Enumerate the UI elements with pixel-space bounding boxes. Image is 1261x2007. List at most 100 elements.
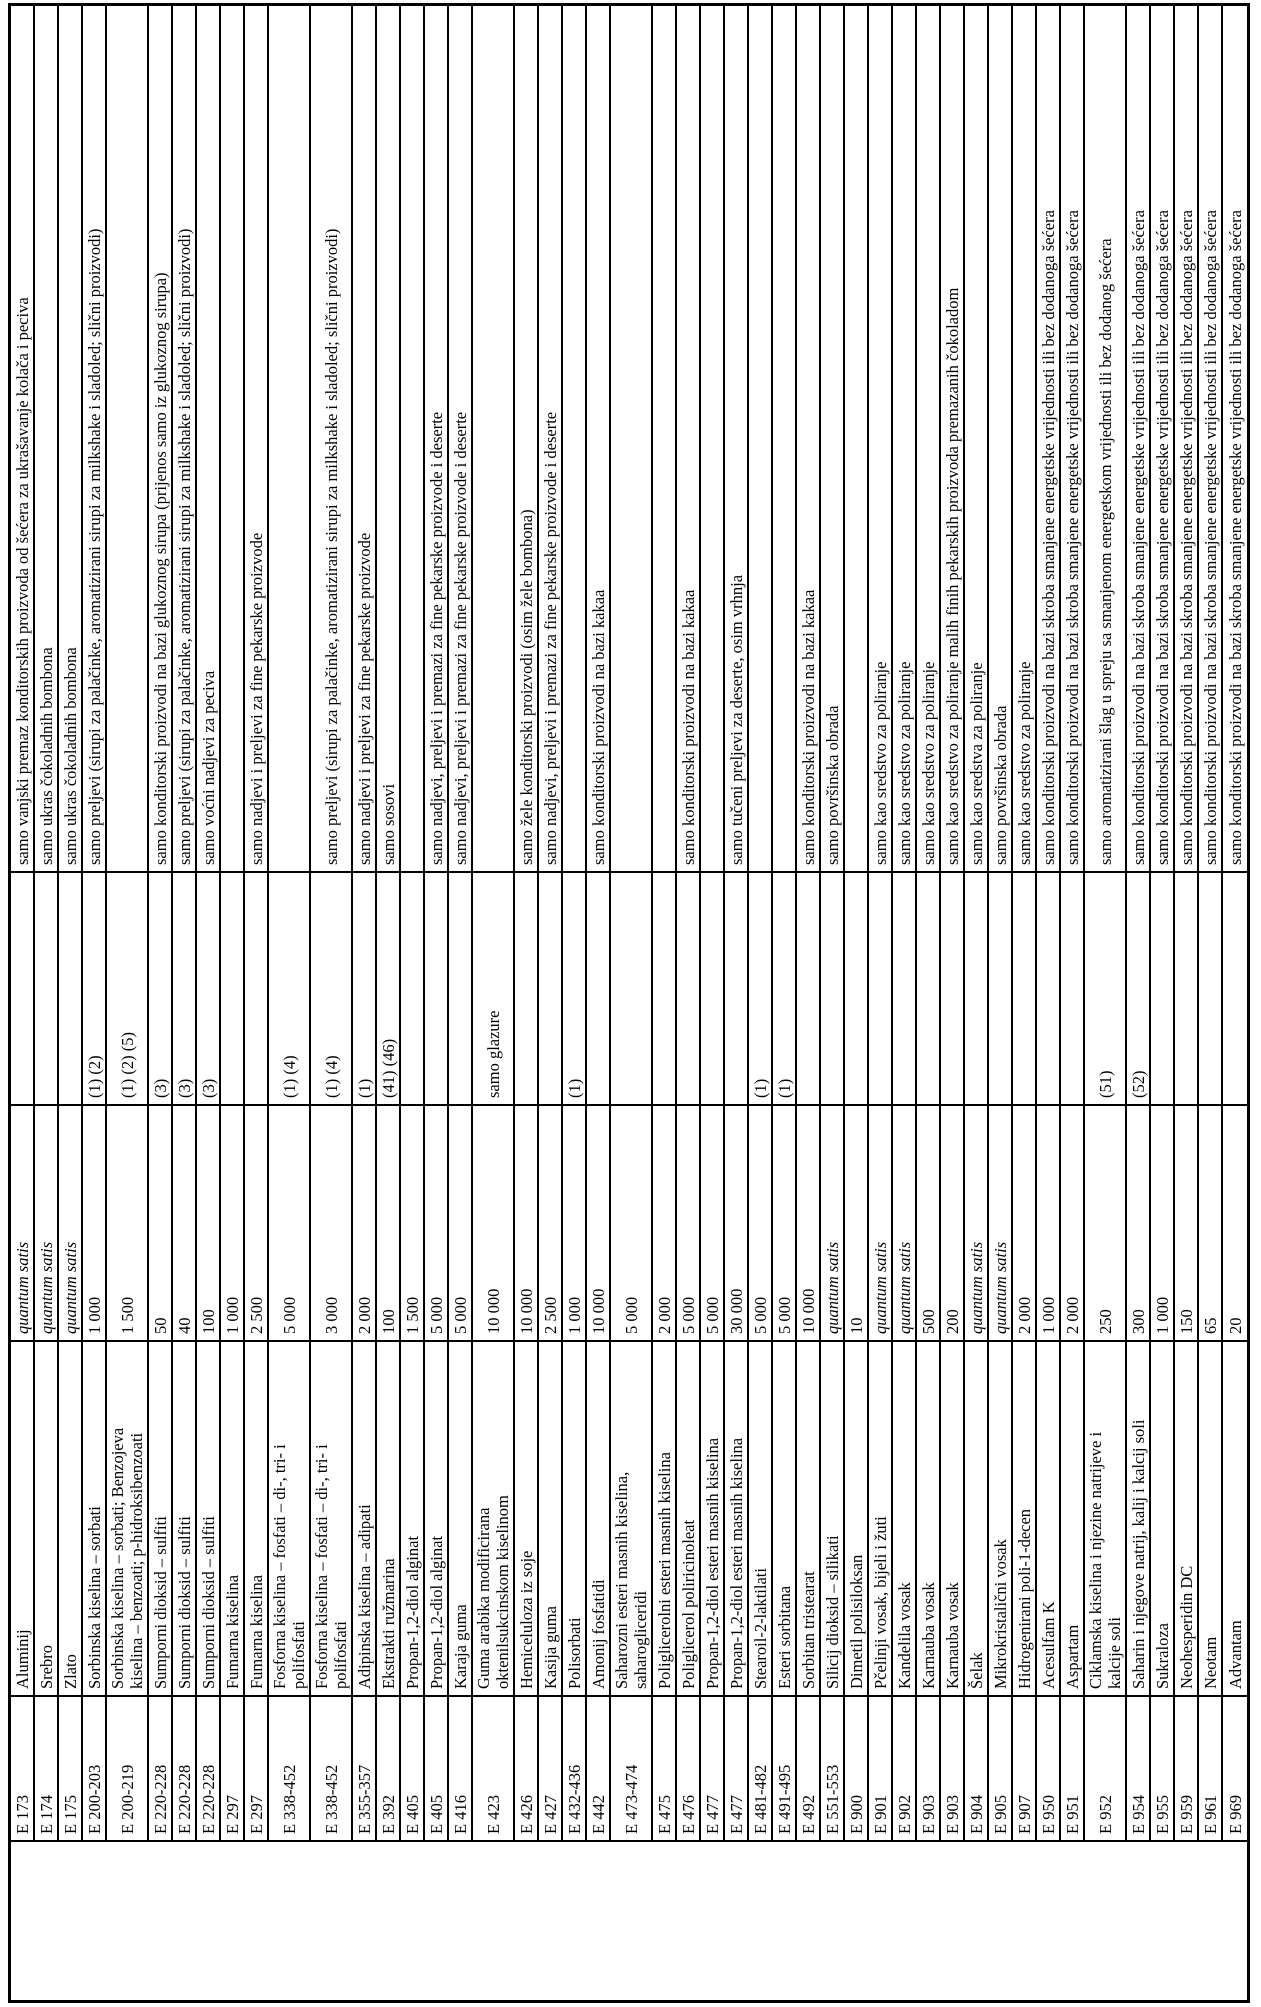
footnote-cell (989, 871, 1013, 1104)
e-number-cell: E 174 (35, 1695, 59, 1840)
max-level-cell: 10 000 (797, 1104, 821, 1340)
restriction-cell (221, 6, 245, 871)
name-cell: Aluminij (11, 1340, 35, 1695)
e-number-cell: E 392 (377, 1695, 401, 1840)
max-level-cell: 100 (197, 1104, 221, 1340)
e-number-cell: E 426 (515, 1695, 539, 1840)
restriction-cell (269, 6, 311, 871)
e-number-cell: E 952 (1085, 1695, 1127, 1840)
max-level-cell: quantum satis (989, 1104, 1013, 1340)
name-cell: Fosforna kiselina – fosfati – di-, tri- … (311, 1340, 353, 1695)
max-level-cell: 250 (1085, 1104, 1127, 1340)
name-cell: Silicij dioksid – silikati (821, 1340, 845, 1695)
footnote-cell: (41) (46) (377, 871, 401, 1104)
e-number-cell: E 432-436 (563, 1695, 587, 1840)
footnote-cell: (1) (563, 871, 587, 1104)
name-cell: Acesulfam K (1037, 1340, 1061, 1695)
restriction-cell: samo aromatizirani šlag u spreju sa sman… (1085, 6, 1127, 871)
restriction-cell (473, 6, 515, 871)
max-level-cell: 10 (845, 1104, 869, 1340)
e-number-cell: E 297 (245, 1695, 269, 1840)
restriction-cell: samo konditorski proizvodi na bazi skrob… (1061, 6, 1085, 871)
restriction-cell: samo konditorski proizvodi na bazi kakaa (677, 6, 701, 871)
max-level-cell: 300 (1127, 1104, 1151, 1340)
e-number-cell: E 427 (539, 1695, 563, 1840)
e-number-cell: E 950 (1037, 1695, 1061, 1840)
footnote-cell (677, 871, 701, 1104)
footnote-cell: (3) (197, 871, 221, 1104)
footnote-cell (725, 871, 749, 1104)
max-level-cell: 10 000 (515, 1104, 539, 1340)
restriction-cell: samo žele konditorski proizvodi (osim že… (515, 6, 539, 871)
restriction-cell: samo kao sredstvo za poliranje malih fin… (941, 6, 965, 871)
name-cell: Sumporni dioksid – sulfiti (173, 1340, 197, 1695)
restriction-cell: samo preljevi (sirupi za palačinke, arom… (173, 6, 197, 871)
max-level-cell: 50 (149, 1104, 173, 1340)
e-number-cell: E 297 (221, 1695, 245, 1840)
footnote-cell (1037, 871, 1061, 1104)
e-number-cell: E 961 (1199, 1695, 1223, 1840)
footnote-cell: (1) (4) (311, 871, 353, 1104)
restriction-cell: samo površinska obrada (821, 6, 845, 871)
max-level-cell: 30 000 (725, 1104, 749, 1340)
footnote-cell: samo glazure (473, 871, 515, 1104)
e-number-cell: E 959 (1175, 1695, 1199, 1840)
restriction-cell: samo nadjevi i preljevi za fine pekarske… (353, 6, 377, 871)
name-cell: Neohesperidin DC (1175, 1340, 1199, 1695)
name-cell: Sumporni dioksid – sulfiti (149, 1340, 173, 1695)
name-cell: Saharin i njegove natrij, kalij i kalcij… (1127, 1340, 1151, 1695)
e-number-cell: E 903 (917, 1695, 941, 1840)
footnote-cell (539, 871, 563, 1104)
restriction-cell: samo konditorski proizvodi na bazi skrob… (1037, 6, 1061, 871)
name-cell: Saharozni esteri masnih kiselina, saharo… (611, 1340, 653, 1695)
name-cell: Propan-1,2-diol esteri masnih kiselina (725, 1340, 749, 1695)
restriction-cell: samo kao sredstvo za poliranje (917, 6, 941, 871)
max-level-cell: 10 000 (587, 1104, 611, 1340)
name-cell: Sorbinska kiselina – sorbati; Benzojeva … (107, 1340, 149, 1695)
name-cell: Pčelinji vosak, bijeli i žuti (869, 1340, 893, 1695)
e-number-cell: E 902 (893, 1695, 917, 1840)
footnote-cell (1175, 871, 1199, 1104)
restriction-cell (701, 6, 725, 871)
restriction-cell (107, 6, 149, 871)
max-level-cell: 5 000 (749, 1104, 773, 1340)
e-number-cell: E 476 (677, 1695, 701, 1840)
e-number-cell: E 442 (587, 1695, 611, 1840)
e-number-cell: E 220-228 (173, 1695, 197, 1840)
e-number-cell: E 907 (1013, 1695, 1037, 1840)
footnote-cell (587, 871, 611, 1104)
max-level-cell: 2 000 (1061, 1104, 1085, 1340)
name-cell: Dimetil polisiloksan (845, 1340, 869, 1695)
footnote-cell (425, 871, 449, 1104)
e-number-cell: E 900 (845, 1695, 869, 1840)
name-cell: Guma arabika modificirana oktenilsukcins… (473, 1340, 515, 1695)
e-number-cell: E 492 (797, 1695, 821, 1840)
footnote-cell (701, 871, 725, 1104)
footnote-cell: (1) (2) (5) (107, 871, 149, 1104)
name-cell: Propan-1,2-diol alginat (401, 1340, 425, 1695)
restriction-cell: samo preljevi (sirupi za palačinke, arom… (311, 6, 353, 871)
e-number-cell: E 901 (869, 1695, 893, 1840)
max-level-cell: 1 500 (401, 1104, 425, 1340)
footnote-cell: (1) (773, 871, 797, 1104)
footnote-cell (401, 871, 425, 1104)
max-level-cell: quantum satis (893, 1104, 917, 1340)
restriction-cell: samo kao sredstvo za poliranje (893, 6, 917, 871)
name-cell: Amonij fosfatidi (587, 1340, 611, 1695)
restriction-cell: samo nadjevi i preljevi za fine pekarske… (245, 6, 269, 871)
max-level-cell: 500 (917, 1104, 941, 1340)
max-level-cell: quantum satis (869, 1104, 893, 1340)
e-number-cell: E 200-203 (83, 1695, 107, 1840)
footnote-cell (449, 871, 473, 1104)
footnote-cell (917, 871, 941, 1104)
restriction-cell: samo konditorski proizvodi na bazi skrob… (1199, 6, 1223, 871)
name-cell: Stearoil-2-laktilati (749, 1340, 773, 1695)
category-cell (11, 1840, 1247, 2000)
footnote-cell (965, 871, 989, 1104)
footnote-cell (821, 871, 845, 1104)
restriction-cell: samo površinska obrada (989, 6, 1013, 871)
name-cell: Kandelila vosak (893, 1340, 917, 1695)
restriction-cell: samo konditorski proizvodi na bazi skrob… (1127, 6, 1151, 871)
name-cell: Zlato (59, 1340, 83, 1695)
